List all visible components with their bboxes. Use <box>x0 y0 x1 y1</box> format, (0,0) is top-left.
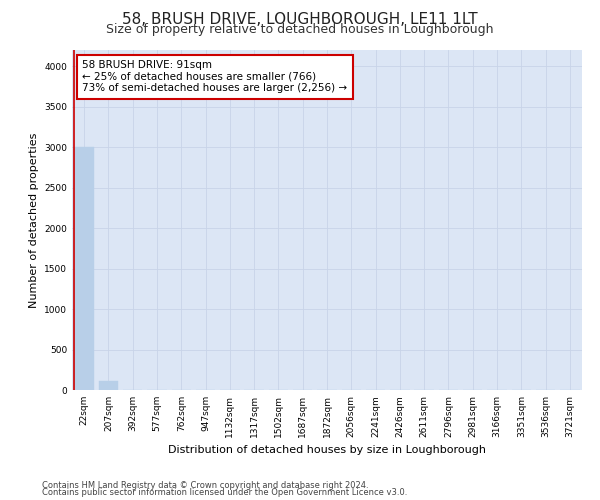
Bar <box>74 147 94 390</box>
Bar <box>99 381 118 390</box>
Text: Size of property relative to detached houses in Loughborough: Size of property relative to detached ho… <box>106 22 494 36</box>
X-axis label: Distribution of detached houses by size in Loughborough: Distribution of detached houses by size … <box>168 446 486 456</box>
Text: Contains public sector information licensed under the Open Government Licence v3: Contains public sector information licen… <box>42 488 407 497</box>
Text: 58 BRUSH DRIVE: 91sqm
← 25% of detached houses are smaller (766)
73% of semi-det: 58 BRUSH DRIVE: 91sqm ← 25% of detached … <box>82 60 347 94</box>
Text: 58, BRUSH DRIVE, LOUGHBOROUGH, LE11 1LT: 58, BRUSH DRIVE, LOUGHBOROUGH, LE11 1LT <box>122 12 478 28</box>
Y-axis label: Number of detached properties: Number of detached properties <box>29 132 38 308</box>
Text: Contains HM Land Registry data © Crown copyright and database right 2024.: Contains HM Land Registry data © Crown c… <box>42 480 368 490</box>
